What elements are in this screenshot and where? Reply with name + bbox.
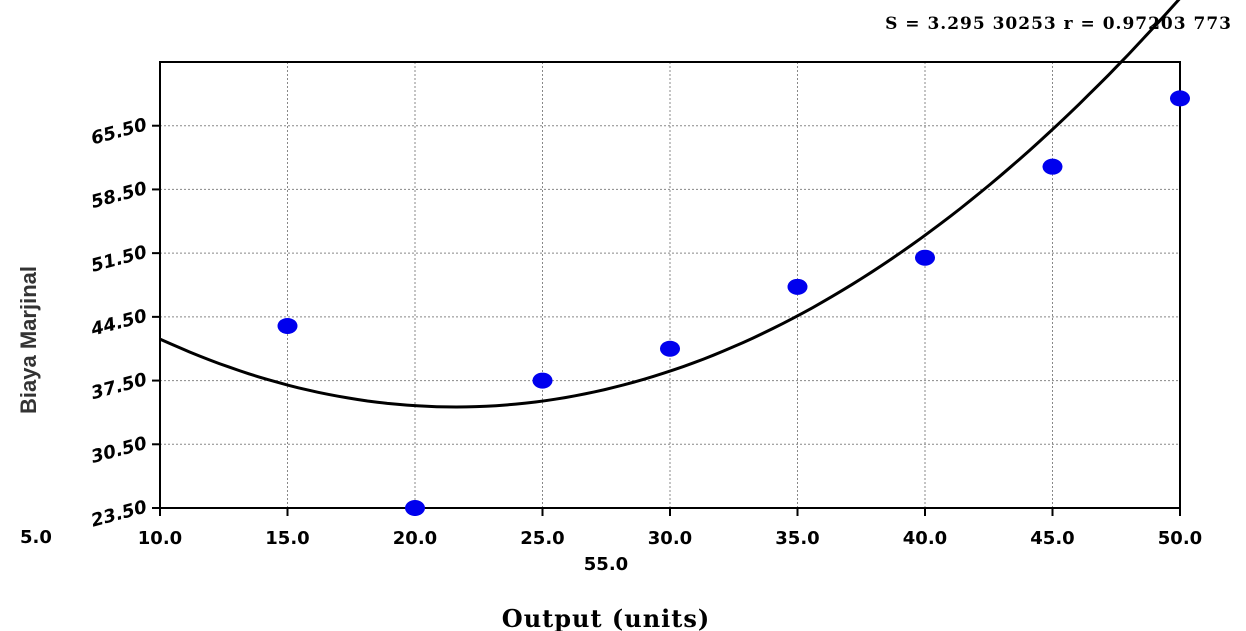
axis-ticks xyxy=(152,124,1181,516)
x-tick-label: 35.0 xyxy=(775,528,819,549)
data-point xyxy=(405,500,425,516)
data-point xyxy=(1170,90,1190,107)
data-point xyxy=(532,372,553,389)
data-point xyxy=(660,340,680,357)
y-tick-label: 23.50 xyxy=(89,497,149,532)
x-tick-label: 30.0 xyxy=(648,528,692,549)
y-tick-labels: 23.50 30.50 37.50 44.50 51.50 58.50 65.50 xyxy=(88,114,149,531)
x-tick-label: 25.0 xyxy=(520,528,564,549)
x-tick-label: 50.0 xyxy=(1158,528,1202,549)
y-tick-label: 44.50 xyxy=(88,305,149,340)
extra-label-left: 5.0 xyxy=(20,527,52,548)
extra-label-below: 55.0 xyxy=(584,554,628,575)
x-tick-label: 15.0 xyxy=(265,528,309,549)
x-tick-label: 45.0 xyxy=(1030,528,1074,549)
y-tick-label: 65.50 xyxy=(89,114,149,149)
y-axis-label: Biaya Marjinal xyxy=(16,266,41,414)
x-tick-label: 40.0 xyxy=(903,528,947,549)
plot-frame xyxy=(159,61,1181,509)
y-tick-label: 58.50 xyxy=(89,178,149,213)
x-tick-label: 10.0 xyxy=(138,528,182,549)
fit-statistics: S = 3.295 30253 r = 0.97203 773 xyxy=(885,14,1232,34)
data-point xyxy=(1042,158,1063,175)
x-tick-label: 20.0 xyxy=(393,528,437,549)
y-tick-label: 30.50 xyxy=(89,433,149,468)
x-tick-labels: 10.0 15.0 20.0 25.0 30.0 35.0 40.0 45.0 50.0 xyxy=(138,528,1202,549)
x-axis-label: Output (units) xyxy=(502,604,710,631)
data-point xyxy=(277,317,298,334)
fit-curve xyxy=(159,0,1181,409)
y-tick-label: 51.50 xyxy=(89,242,149,277)
data-point xyxy=(787,278,808,295)
grid-lines xyxy=(160,62,1180,508)
data-point xyxy=(915,249,935,266)
y-tick-label: 37.50 xyxy=(89,369,149,404)
data-points xyxy=(277,90,1190,516)
